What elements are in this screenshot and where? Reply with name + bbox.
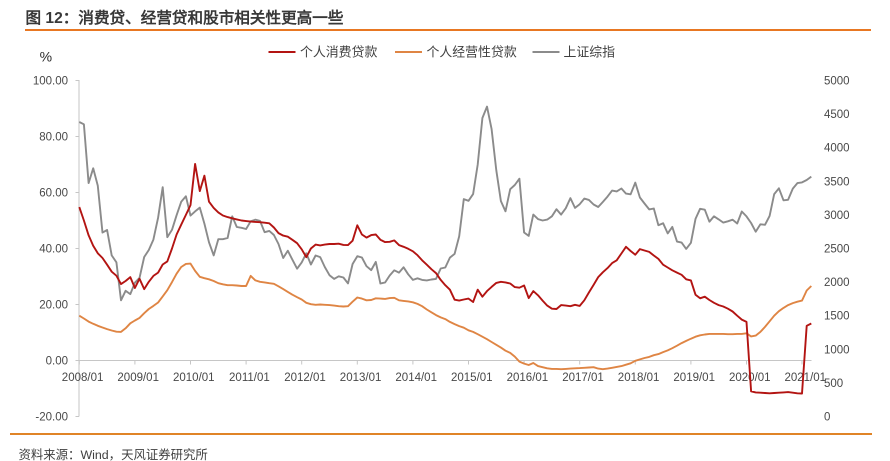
svg-text:2017/01: 2017/01 xyxy=(562,372,604,384)
svg-text:80.00: 80.00 xyxy=(39,132,68,144)
svg-text:20.00: 20.00 xyxy=(39,300,68,312)
svg-text:2021/01: 2021/01 xyxy=(785,372,827,384)
svg-text:0: 0 xyxy=(824,412,830,424)
svg-text:3500: 3500 xyxy=(824,176,850,188)
svg-text:2009/01: 2009/01 xyxy=(117,372,159,384)
svg-text:2014/01: 2014/01 xyxy=(395,372,437,384)
svg-text:2015/01: 2015/01 xyxy=(451,372,493,384)
svg-text:2013/01: 2013/01 xyxy=(340,372,382,384)
svg-text:1000: 1000 xyxy=(824,344,850,356)
svg-text:2016/01: 2016/01 xyxy=(507,372,549,384)
svg-text:个人经营性贷款: 个人经营性贷款 xyxy=(427,45,517,60)
svg-text:2000: 2000 xyxy=(824,277,850,289)
svg-text:5000: 5000 xyxy=(824,76,850,88)
svg-text:3000: 3000 xyxy=(824,210,850,222)
svg-text:上证综指: 上证综指 xyxy=(564,45,616,60)
svg-text:4000: 4000 xyxy=(824,143,850,155)
svg-text:2012/01: 2012/01 xyxy=(284,372,326,384)
svg-text:40.00: 40.00 xyxy=(39,244,68,256)
svg-text:4500: 4500 xyxy=(824,109,850,121)
svg-text:60.00: 60.00 xyxy=(39,188,68,200)
svg-text:2500: 2500 xyxy=(824,244,850,256)
svg-text:2019/01: 2019/01 xyxy=(673,372,715,384)
svg-text:100.00: 100.00 xyxy=(33,76,68,88)
svg-text:500: 500 xyxy=(824,378,843,390)
svg-text:0.00: 0.00 xyxy=(46,356,68,368)
svg-text:2010/01: 2010/01 xyxy=(173,372,215,384)
svg-text:1500: 1500 xyxy=(824,311,850,323)
svg-text:个人消费贷款: 个人消费贷款 xyxy=(300,45,377,60)
svg-text:2011/01: 2011/01 xyxy=(229,372,270,384)
svg-text:-20.00: -20.00 xyxy=(35,412,68,424)
svg-text:2018/01: 2018/01 xyxy=(618,372,660,384)
svg-text:%: % xyxy=(40,49,52,65)
svg-text:2008/01: 2008/01 xyxy=(62,372,104,384)
